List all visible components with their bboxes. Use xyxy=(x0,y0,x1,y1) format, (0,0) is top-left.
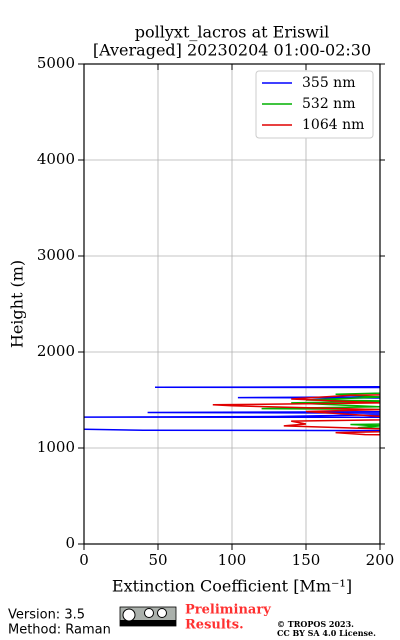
profile-line xyxy=(212,394,380,436)
y-axis-label: Height (m) xyxy=(8,260,27,348)
notice: Preliminary xyxy=(185,603,271,618)
legend-label: 1064 nm xyxy=(302,117,364,133)
legend-label: 355 nm xyxy=(302,75,355,91)
y-tick-label: 2000 xyxy=(37,342,75,360)
notice: Results. xyxy=(185,618,244,633)
license: CC BY SA 4.0 License. xyxy=(277,628,376,638)
copyright: © TROPOS 2023. xyxy=(277,619,354,629)
y-tick-label: 0 xyxy=(65,534,75,552)
x-tick-label: 100 xyxy=(218,551,247,569)
chart-subtitle: [Averaged] 20230204 01:00-02:30 xyxy=(93,41,371,60)
profile-line xyxy=(84,386,380,432)
x-tick-label: 50 xyxy=(148,551,167,569)
y-tick-label: 4000 xyxy=(37,150,75,168)
legend-label: 532 nm xyxy=(302,96,355,112)
y-tick-label: 5000 xyxy=(37,54,75,72)
x-tick-label: 0 xyxy=(79,551,89,569)
y-tick-label: 1000 xyxy=(37,438,75,456)
y-tick-label: 3000 xyxy=(37,246,75,264)
legend-box xyxy=(255,70,374,139)
plot-area xyxy=(84,64,380,544)
x-tick-label: 200 xyxy=(366,551,395,569)
x-tick-label: 150 xyxy=(292,551,321,569)
method: Method: Raman xyxy=(8,623,111,638)
cc-logo xyxy=(119,606,177,627)
x-axis-label: Extinction Coefficient [Mm⁻¹] xyxy=(112,577,352,596)
version: Version: 3.5 xyxy=(8,608,85,623)
chart-title: pollyxt_lacros at Eriswil xyxy=(135,23,329,42)
